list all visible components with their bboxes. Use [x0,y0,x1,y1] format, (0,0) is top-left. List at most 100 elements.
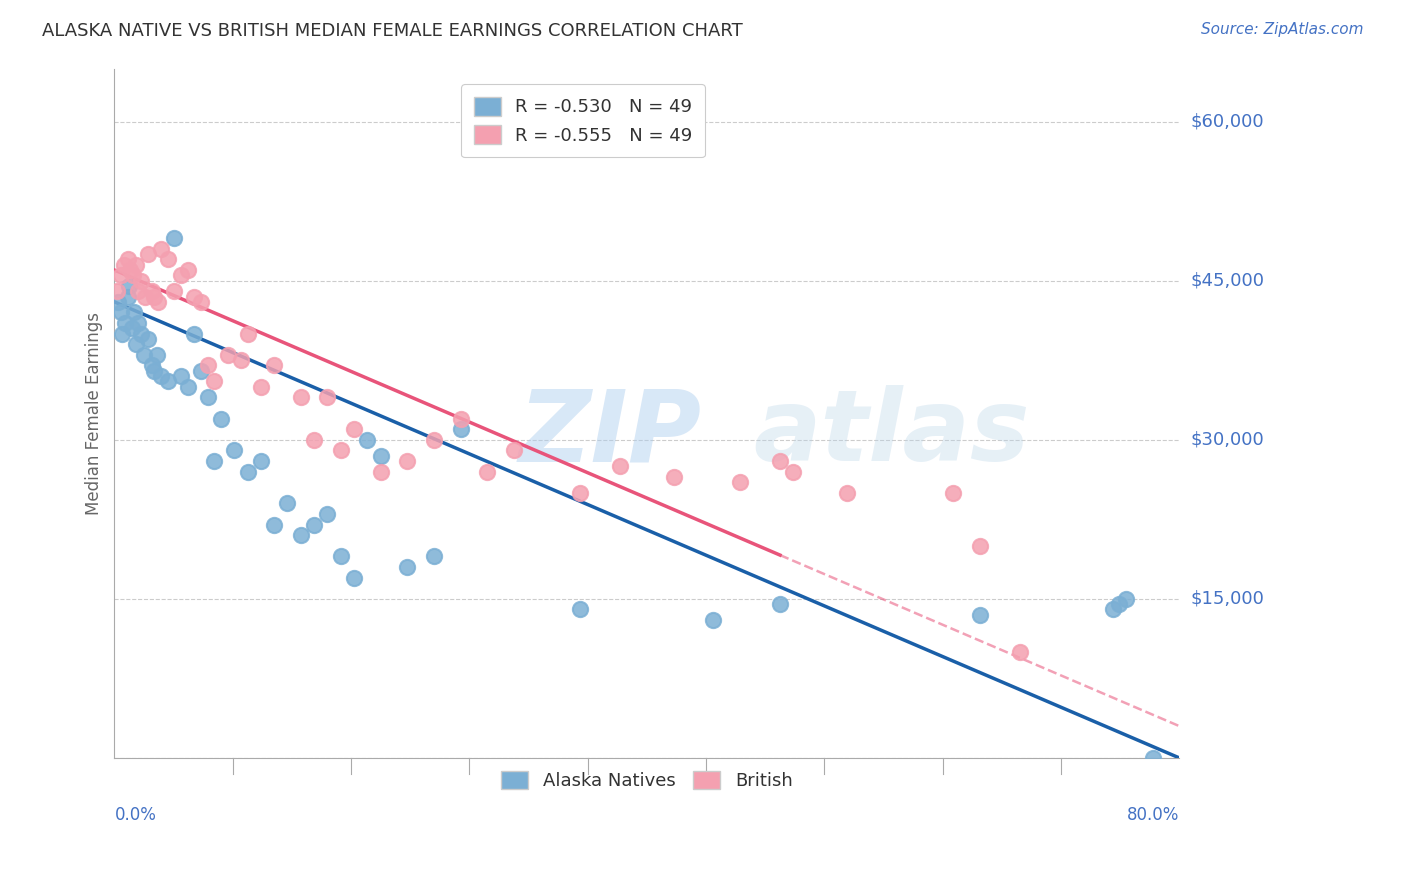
Point [105,285,128,299]
Point [132,348,155,362]
Point [125,337,148,351]
Text: atlas: atlas [754,385,1029,483]
Point [117,289,139,303]
Point [136,332,159,346]
Point [141,359,163,373]
Point [475,465,498,479]
Point [450,411,472,425]
Point [316,507,339,521]
Point [1008,645,1031,659]
Point [170,268,193,283]
Point [769,454,792,468]
Text: ZIP: ZIP [519,385,702,483]
Point [197,390,219,404]
Point [969,539,991,553]
Y-axis label: Median Female Earnings: Median Female Earnings [86,311,103,515]
Point [202,375,225,389]
Point [302,433,325,447]
Point [124,305,146,319]
Point [224,443,246,458]
Point [396,560,419,574]
Point [202,454,225,468]
Point [120,263,142,277]
Point [569,485,592,500]
Point [229,353,252,368]
Point [112,258,135,272]
Point [329,549,352,564]
Point [136,247,159,261]
Point [110,268,132,283]
Point [176,263,198,277]
Point [423,549,446,564]
Text: $30,000: $30,000 [1191,431,1264,449]
Point [150,369,173,384]
Point [370,465,392,479]
Point [146,348,169,362]
Point [702,613,724,627]
Point [163,285,186,299]
Point [121,321,143,335]
Text: 80.0%: 80.0% [1128,805,1180,823]
Text: ALASKA NATIVE VS BRITISH MEDIAN FEMALE EARNINGS CORRELATION CHART: ALASKA NATIVE VS BRITISH MEDIAN FEMALE E… [42,22,742,40]
Text: $60,000: $60,000 [1191,112,1264,130]
Point [263,517,285,532]
Point [370,449,392,463]
Point [290,390,312,404]
Point [110,305,132,319]
Point [236,326,259,341]
Point [728,475,751,490]
Point [396,454,419,468]
Point [502,443,524,458]
Text: $45,000: $45,000 [1191,272,1264,290]
Point [769,597,792,611]
Point [1101,602,1123,616]
Point [148,294,170,309]
Point [183,289,205,303]
Point [450,422,472,436]
Point [143,364,166,378]
Point [290,528,312,542]
Point [942,485,965,500]
Point [423,433,446,447]
Point [114,316,136,330]
Point [217,348,239,362]
Text: $15,000: $15,000 [1191,590,1264,607]
Point [129,274,152,288]
Point [156,375,179,389]
Point [609,459,631,474]
Point [125,258,148,272]
Point [250,454,273,468]
Point [302,517,325,532]
Point [263,359,285,373]
Text: 0.0%: 0.0% [114,805,156,823]
Point [107,294,129,309]
Point [117,252,139,267]
Point [141,285,163,299]
Point [662,470,685,484]
Point [156,252,179,267]
Point [343,422,366,436]
Point [569,602,592,616]
Point [183,326,205,341]
Point [1142,751,1164,765]
Point [969,607,991,622]
Point [782,465,804,479]
Point [209,411,232,425]
Legend: Alaska Natives, British: Alaska Natives, British [494,764,800,797]
Point [276,496,298,510]
Point [150,242,173,256]
Point [129,326,152,341]
Point [1115,591,1137,606]
Point [111,326,134,341]
Text: Source: ZipAtlas.com: Source: ZipAtlas.com [1201,22,1364,37]
Point [356,433,378,447]
Point [118,279,141,293]
Point [250,380,273,394]
Point [190,294,212,309]
Point [163,231,186,245]
Point [197,359,219,373]
Point [316,390,339,404]
Point [236,465,259,479]
Point [127,316,149,330]
Point [176,380,198,394]
